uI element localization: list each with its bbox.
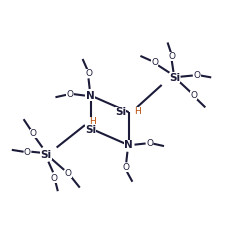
Text: Si: Si xyxy=(115,107,126,117)
Text: O: O xyxy=(30,129,37,138)
Text: H: H xyxy=(89,117,95,126)
Text: Si: Si xyxy=(85,125,97,135)
Text: O: O xyxy=(122,163,129,172)
Text: O: O xyxy=(65,169,72,178)
Text: O: O xyxy=(194,71,201,80)
Text: H: H xyxy=(134,107,141,116)
Text: N: N xyxy=(124,140,133,150)
Text: O: O xyxy=(51,174,58,183)
Text: Si: Si xyxy=(169,73,180,83)
Text: O: O xyxy=(66,90,73,99)
Text: Si: Si xyxy=(40,150,52,160)
Text: O: O xyxy=(151,58,158,67)
Text: O: O xyxy=(24,148,31,157)
Text: O: O xyxy=(169,52,176,61)
Text: O: O xyxy=(190,91,198,100)
Text: O: O xyxy=(85,69,92,78)
Text: N: N xyxy=(86,91,95,101)
Text: O: O xyxy=(146,139,153,148)
